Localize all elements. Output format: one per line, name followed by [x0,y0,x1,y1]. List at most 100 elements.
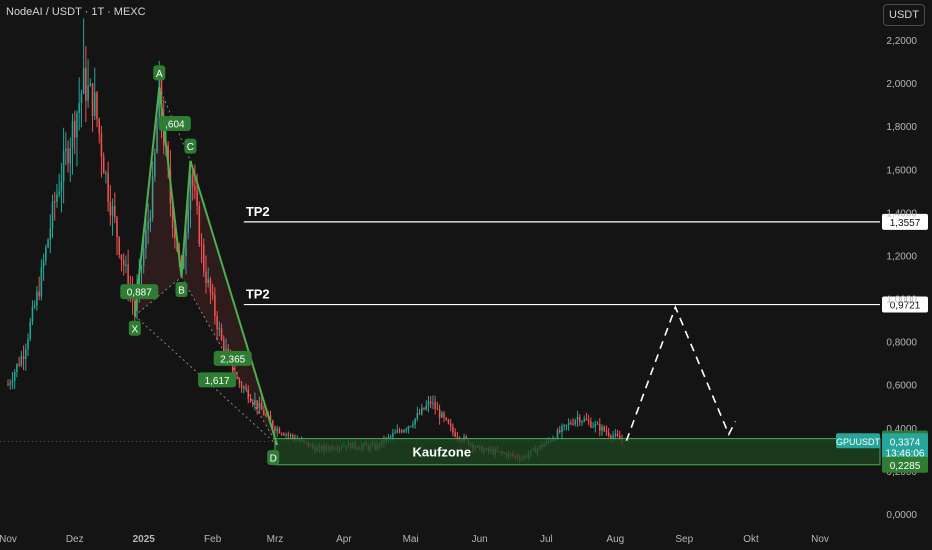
candle-body [85,67,87,101]
level-price-tag: 1,3557 [890,218,921,229]
candle-body [62,150,65,182]
candle-body [225,349,227,353]
candle-body [592,426,594,428]
candle-body [9,383,12,385]
candle-body [576,416,579,421]
candle-body [209,279,212,293]
candle-body [619,436,621,440]
harmonic-pattern: X A B C D 0,887 ,604 2,365 1,617 [120,65,280,466]
candle-body [223,339,225,353]
candle-body [449,423,452,427]
candle-body [198,205,201,245]
candle-body [29,321,32,339]
candle-body [407,426,410,430]
candle-body [220,328,223,340]
pattern-ratio-label-bg [120,284,159,300]
candle-body [171,203,174,228]
level-price-tag-bg [882,296,928,313]
pattern-ratio-label-bg [158,116,191,132]
candle-body [443,412,445,418]
candle-body [452,426,454,433]
currency-button[interactable]: USDT [883,4,925,26]
pattern-leg [133,87,161,316]
candle-body [218,328,221,330]
candle-body [154,152,156,177]
pattern-leg [180,160,192,278]
candle-body [563,424,565,427]
candle-body [610,435,612,438]
projection-line [625,304,737,442]
candle-body [49,228,52,240]
candle-body [118,237,121,255]
candle-body [269,415,272,421]
candle-body [194,185,196,191]
candle-body [583,418,585,422]
candle-body [441,412,443,418]
candle-body [285,434,287,436]
x-tick-label: Apr [336,534,352,545]
candle-body [80,93,83,104]
candle-body [403,429,405,433]
x-tick-label: 2025 [133,534,156,545]
candle-body [398,430,401,432]
candle-body [140,266,143,270]
candle-body [42,260,45,268]
y-tick-label: 0,8000 [886,338,917,349]
candle-body [614,433,617,436]
candle-body [249,399,252,402]
candle-body [73,121,76,138]
candle-body [389,436,392,438]
candle-body [89,83,92,86]
candle-body [185,232,187,257]
candle-body [114,205,116,218]
candle-body [38,291,40,297]
candle-body [287,434,290,436]
candle-body [18,364,20,366]
level-price-tag-bg [882,213,928,230]
candle-body [238,379,241,384]
candle-body [392,433,394,437]
candle-body [91,83,94,116]
candle-body [120,254,123,261]
candle-body [45,247,47,261]
price-axis[interactable]: 0,00000,20000,40000,60000,80001,00001,20… [836,36,928,521]
candle-body [394,432,396,434]
candle-body [578,416,581,423]
candle-body [265,415,267,417]
candle-body [590,421,592,428]
candle-body [180,256,183,269]
candle-body [572,423,574,425]
candle-body [276,428,278,432]
candle-body [58,191,60,195]
candle-body [96,92,98,120]
candle-body [432,402,434,404]
candle-body [187,209,189,233]
pattern-ratio-label-bg [213,350,252,366]
candle-body [236,376,238,380]
pattern-fill [134,87,182,316]
pattern-ratio-label: 1,617 [205,376,230,387]
candle-body [412,424,414,427]
buy-zone-rect [274,438,881,466]
candle-body [414,418,416,425]
candle-body [561,426,563,432]
candle-body [33,305,36,307]
candle-body [556,430,559,439]
candle-body [65,148,67,151]
time-axis[interactable]: Nov Dez 2025 Feb Mrz Apr Mai Jun Jul Aug Sep Okt Nov [0,534,829,545]
current-symbol-tag-bg [836,433,880,449]
candle-body [278,428,281,434]
candle-body [13,372,16,381]
candle-body [456,436,459,438]
x-tick-label: Jun [472,534,488,545]
candle-body [423,407,425,410]
candle-body [400,431,403,433]
candle-body [111,205,114,216]
candle-body [67,148,69,164]
candle-body [174,227,176,239]
candle-body [31,306,34,322]
pattern-fill [181,160,278,446]
candle-body [36,291,38,306]
candle-body [570,422,572,424]
